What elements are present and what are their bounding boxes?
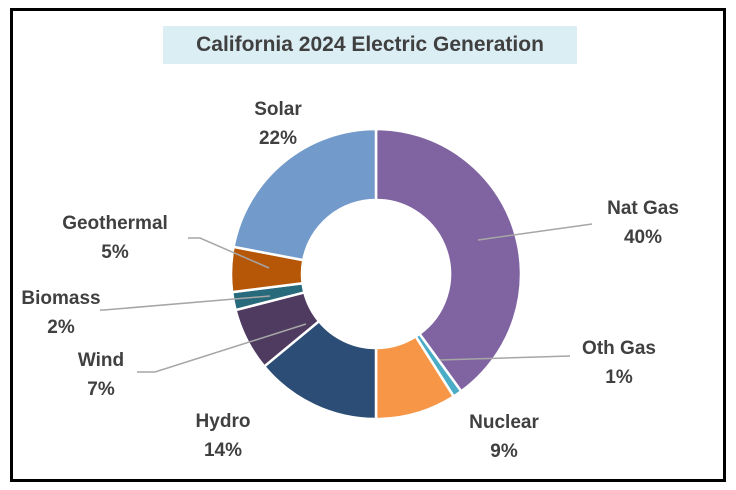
slice-pct-wind: 7% [87,379,115,400]
slice-pct-nat-gas: 40% [624,227,662,248]
slice-pct-hydro: 14% [204,440,242,461]
slice-label-nuclear: Nuclear [469,412,539,433]
slice-label-hydro: Hydro [196,411,251,432]
leader-line-geothermal [188,237,270,269]
slice-pct-nuclear: 9% [490,441,518,462]
slice-label-oth-gas: Oth Gas [582,338,656,359]
slice-pct-geothermal: 5% [101,242,129,263]
chart-title: California 2024 Electric Generation [196,33,544,56]
slice-pct-solar: 22% [259,128,297,149]
leader-line-oth-gas [439,355,571,361]
leader-line-biomass [100,295,271,311]
slice-label-biomass: Biomass [21,288,100,309]
slice-label-solar: Solar [254,99,302,120]
leader-line-wind [137,323,307,373]
slice-solar [232,127,378,262]
slice-pct-oth-gas: 1% [605,367,633,388]
slice-pct-biomass: 2% [47,317,75,338]
slice-label-nat-gas: Nat Gas [607,198,679,219]
slice-label-wind: Wind [78,350,124,371]
slice-label-geothermal: Geothermal [62,213,168,234]
chart-title-box: California 2024 Electric Generation [163,26,577,64]
slice-nat-gas [374,127,523,394]
leader-line-nat-gas [477,223,593,241]
